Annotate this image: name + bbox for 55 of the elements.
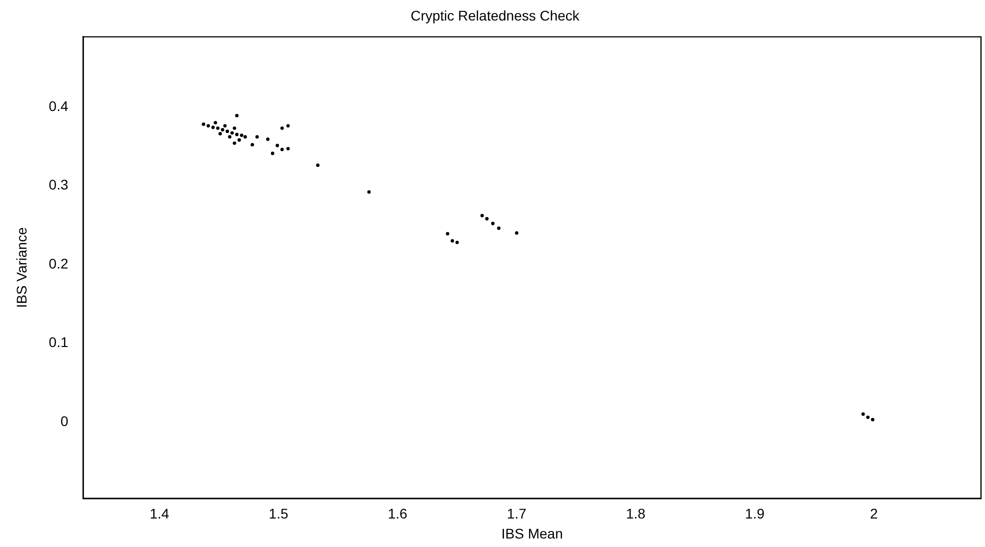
point [367,190,371,194]
point [870,418,874,422]
point [255,135,259,139]
point [316,164,320,167]
point [228,135,232,139]
point [230,131,234,135]
point [250,143,254,146]
point [455,240,459,244]
point [286,146,290,150]
point [480,214,484,218]
point [276,144,280,148]
y-tick-label: 0.4 [48,98,68,114]
point [240,134,244,137]
point [232,141,236,145]
point [266,138,270,141]
x-tick-label: 1.5 [268,506,288,522]
point [223,124,227,128]
point [514,231,518,235]
point [280,126,284,130]
chart-title: Cryptic Relatedness Check [410,7,580,24]
point [214,120,218,124]
y-tick-label: 0.3 [48,176,68,193]
point [497,226,500,230]
point [866,416,870,419]
point [485,217,489,220]
point [861,412,865,416]
point [270,152,274,156]
point [218,132,222,136]
y-tick-label: 0 [60,412,68,429]
x-axis-title: IBS Mean [501,525,563,542]
point [491,222,495,226]
y-tick-label: 0.2 [48,255,68,272]
point [211,126,215,130]
point [226,130,230,134]
point [450,239,454,243]
point [220,128,224,132]
point [446,232,450,236]
y-axis-title: IBS Variance [13,227,30,308]
point [216,126,220,130]
x-tick-label: 1.9 [745,506,765,522]
point [280,148,284,152]
point [235,132,239,136]
point [286,124,290,128]
point [202,122,206,126]
point [235,114,239,118]
y-tick-label: 0.1 [48,334,68,350]
point [232,126,236,130]
x-tick-label: 1.4 [150,506,170,522]
x-tick-label: 1.7 [506,506,527,522]
point [238,138,241,142]
x-tick-label: 2 [870,506,878,522]
x-tick-label: 1.8 [626,506,646,522]
x-tick-label: 1.6 [388,506,408,522]
point [206,124,210,128]
point [243,135,247,139]
